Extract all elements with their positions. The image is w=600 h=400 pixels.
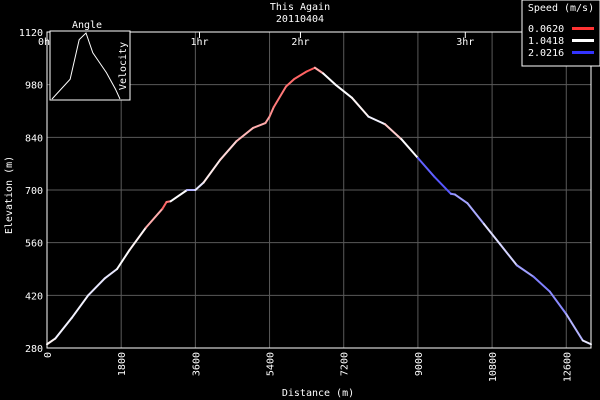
x-tick-label: 1800 — [117, 352, 128, 376]
inset-label: Velocity — [118, 42, 129, 90]
elevation-segment — [433, 175, 452, 195]
elevation-segment — [46, 337, 57, 346]
y-tick-label: 1120 — [19, 28, 43, 39]
speed-inset: Angle Velocity — [49, 20, 131, 101]
inset-curve — [51, 32, 121, 100]
top-tick-label: 1hr — [190, 37, 208, 48]
elevation-segment — [70, 294, 90, 319]
y-axis-ticks: 280 420 560 700 840 980 1120 — [19, 28, 43, 355]
legend-label: 0.0620 — [528, 24, 564, 35]
y-tick-label: 980 — [25, 81, 43, 92]
y-tick-label: 420 — [25, 291, 43, 302]
y-tick-label: 280 — [25, 344, 43, 355]
y-tick-label: 700 — [25, 186, 43, 197]
elevation-segment — [116, 249, 131, 270]
elevation-segment — [169, 189, 189, 203]
elevation-segment — [322, 72, 337, 86]
y-tick-label: 560 — [25, 239, 43, 250]
legend-label: 1.0418 — [528, 36, 564, 47]
inset-line — [51, 32, 121, 100]
x-tick-label: 12600 — [562, 352, 573, 382]
elevation-segment — [532, 275, 551, 293]
x-tick-label: 3600 — [191, 352, 202, 376]
elevation-segment — [161, 201, 168, 210]
elevation-segment — [367, 115, 386, 126]
elevation-segment — [515, 264, 535, 278]
elevation-segment — [235, 126, 255, 143]
x-tick-label: 7200 — [340, 352, 351, 376]
x-axis-ticks: 0 1800 3600 5400 7200 9000 10800 12600 — [43, 352, 573, 382]
elevation-segment — [482, 222, 502, 246]
elevation-segment — [454, 193, 469, 205]
legend-swatch — [572, 51, 594, 54]
elevation-segment — [268, 106, 275, 118]
x-tick-label: 9000 — [414, 352, 425, 376]
legend-title: Speed (m/s) — [528, 3, 594, 14]
top-tick-label: 2hr — [291, 37, 309, 48]
elevation-segment — [272, 85, 288, 109]
elevation-segment — [334, 83, 353, 99]
legend-box — [521, 0, 600, 67]
y-tick-label: 840 — [25, 133, 43, 144]
elevation-segment — [548, 290, 568, 316]
plot-frame — [46, 31, 592, 349]
elevation-segment — [87, 277, 106, 297]
elevation-segment — [103, 268, 119, 280]
inset-frame — [49, 30, 131, 101]
elevation-segment — [194, 181, 205, 191]
elevation-segment — [202, 158, 222, 184]
chart-subtitle: 20110404 — [276, 14, 324, 25]
grid — [46, 31, 591, 349]
elevation-segment — [252, 122, 267, 129]
x-axis-label: Distance (m) — [282, 388, 354, 399]
elevation-segment — [581, 339, 592, 346]
legend-swatch — [572, 27, 594, 30]
elevation-segment — [350, 96, 370, 118]
elevation-segment — [400, 138, 419, 160]
elevation-segment — [144, 207, 164, 229]
legend-swatch — [572, 39, 594, 42]
elevation-segment — [54, 316, 73, 340]
elevation-segment — [416, 157, 436, 178]
legend-label: 2.0216 — [528, 48, 564, 59]
elevation-segment — [499, 243, 518, 267]
top-tick-label: 3hr — [456, 37, 474, 48]
x-tick-label: 5400 — [266, 352, 277, 376]
elevation-segment — [565, 313, 584, 342]
elevation-segment — [293, 70, 308, 81]
chart-title: This Again — [270, 2, 330, 13]
elevation-segment — [383, 123, 403, 141]
x-tick-label: 10800 — [488, 352, 499, 382]
elevation-series — [46, 66, 592, 346]
elevation-segment — [466, 202, 485, 225]
elevation-segment — [264, 115, 271, 125]
elevation-segment — [285, 78, 296, 88]
y-axis-label: Elevation (m) — [4, 156, 15, 234]
inset-title: Angle — [72, 20, 102, 31]
elevation-segment — [219, 140, 238, 161]
elevation-segment — [128, 226, 147, 252]
x-tick-label: 0 — [43, 352, 54, 358]
elevation-segment — [313, 66, 325, 75]
elevation-segment — [305, 66, 316, 73]
